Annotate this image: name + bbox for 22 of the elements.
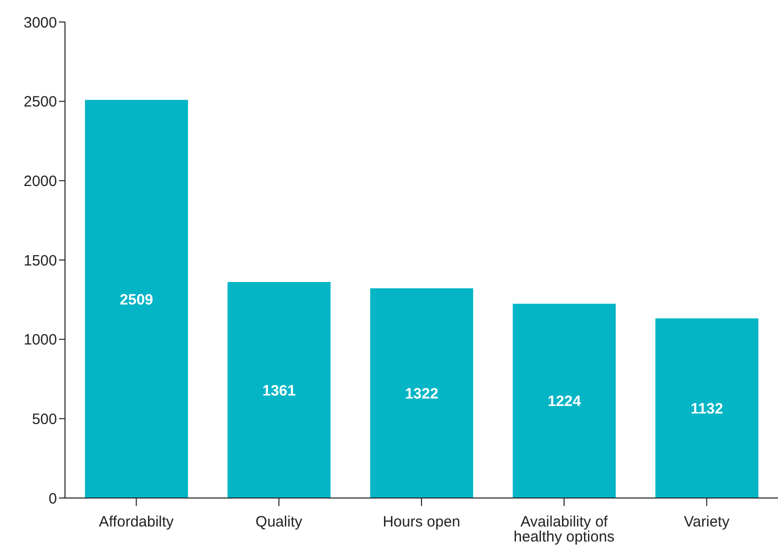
data-label: 1132	[690, 400, 724, 418]
y-tick-label: 500	[32, 410, 57, 428]
bar	[370, 288, 474, 498]
x-tick-label: Variety	[684, 514, 730, 531]
bar	[228, 282, 331, 498]
bar	[512, 304, 616, 498]
y-tick-label: 1500	[24, 252, 57, 270]
y-tick-label: 2000	[24, 172, 57, 190]
x-tick-label: Availability of healthy options	[514, 514, 615, 546]
x-tick-label: Affordabilty	[98, 514, 174, 531]
y-tick-label: 0	[48, 490, 57, 508]
x-tick-label: Quality	[256, 514, 303, 531]
data-label: 1224	[548, 393, 582, 410]
bar	[84, 100, 188, 498]
bar	[655, 318, 758, 498]
y-tick-label: 1000	[24, 332, 57, 349]
y-tick-label: 3000	[24, 14, 57, 32]
data-label: 1361	[262, 382, 296, 400]
x-tick-label: Hours open	[382, 514, 460, 531]
y-tick-label: 2500	[24, 94, 57, 111]
data-label: 2509	[120, 291, 154, 308]
data-label: 1322	[404, 385, 438, 402]
